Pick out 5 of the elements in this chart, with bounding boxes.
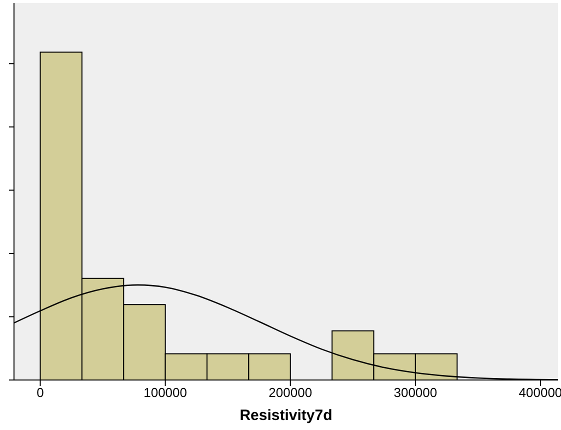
x-tick-label: 100000 (144, 385, 188, 400)
x-tick-label: 0 (36, 385, 44, 400)
x-tick-label: 300000 (394, 385, 438, 400)
x-axis-title: Resistivity7d (240, 407, 332, 424)
x-tick-label: 200000 (268, 385, 312, 400)
